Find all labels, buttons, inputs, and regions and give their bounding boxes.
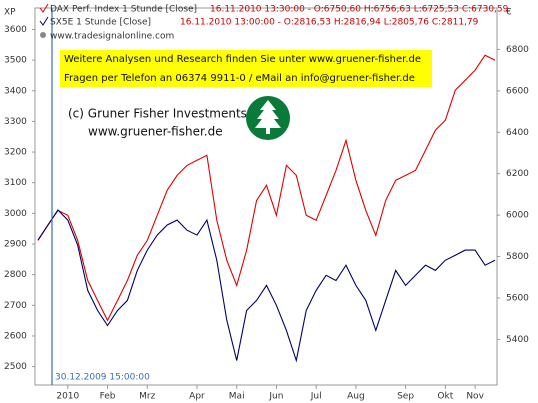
series-line bbox=[37, 209, 496, 363]
y-tick-label: 2900 bbox=[4, 240, 27, 250]
banner-text: Weitere Analysen und Research finden Sie… bbox=[64, 54, 421, 65]
y-tick-label: 3600 bbox=[4, 25, 27, 35]
source-icon bbox=[40, 32, 46, 38]
x-tick-label: Mrz bbox=[139, 392, 155, 402]
x-tick-label: Jul bbox=[310, 392, 322, 402]
x-tick-label: 2010 bbox=[56, 392, 79, 402]
y-tick-label: 3400 bbox=[4, 86, 27, 96]
cursor-label: 30.12.2009 15:00:00 bbox=[55, 373, 150, 383]
x-tick-label: Jun bbox=[268, 392, 283, 402]
legend-info: 16.11.2010 13:30:00 - O:6750,60 H:6756,6… bbox=[210, 5, 509, 15]
y2-tick-label: 6000 bbox=[506, 211, 529, 221]
x-tick-label: Nov bbox=[466, 392, 484, 402]
corner-right: € bbox=[506, 8, 512, 18]
legend-entry: DAX Perf. Index 1 Stunde [Close] bbox=[50, 5, 197, 15]
copyright: (c) Gruner Fisher Investments bbox=[68, 107, 247, 121]
logo bbox=[246, 96, 290, 140]
x-tick-label: Apr bbox=[189, 392, 205, 402]
y-tick-label: 2700 bbox=[4, 301, 27, 311]
x-tick-label: Aug bbox=[347, 392, 365, 402]
x-tick-label: Mai bbox=[229, 392, 245, 402]
legend-entry: SX5E 1 Stunde [Close] bbox=[50, 18, 151, 28]
x-tick-label: Okt bbox=[437, 392, 453, 402]
y-tick-label: 3300 bbox=[4, 117, 27, 127]
y2-tick-label: 5600 bbox=[506, 294, 529, 304]
y-tick-label: 3100 bbox=[4, 178, 27, 188]
legend-icon bbox=[39, 16, 49, 26]
source: www.tradesignalonline.com bbox=[50, 32, 174, 42]
y-tick-label: 2600 bbox=[4, 331, 27, 341]
plot-frame bbox=[34, 7, 498, 386]
x-tick-label: Sep bbox=[397, 392, 414, 402]
y2-tick-label: 6200 bbox=[506, 169, 529, 179]
y-tick-label: 2500 bbox=[4, 362, 27, 372]
y2-tick-label: 5400 bbox=[506, 335, 529, 345]
legend-icon bbox=[39, 3, 49, 13]
y-tick-label: 3500 bbox=[4, 56, 27, 66]
y2-tick-label: 5800 bbox=[506, 252, 529, 262]
copyright-url: www.gruener-fisher.de bbox=[88, 125, 223, 139]
banner-text: Fragen per Telefon an 06374 9911-0 / eMa… bbox=[64, 73, 415, 84]
y2-tick-label: 6800 bbox=[506, 45, 529, 55]
y-tick-label: 2800 bbox=[4, 270, 27, 280]
y2-tick-label: 6600 bbox=[506, 86, 529, 96]
banner bbox=[60, 50, 432, 87]
legend-info: 16.11.2010 13:00:00 - O:2816,53 H:2816,9… bbox=[180, 18, 479, 28]
x-tick-label: Feb bbox=[100, 392, 116, 402]
y-tick-label: 3000 bbox=[4, 209, 27, 219]
series-line bbox=[37, 54, 496, 322]
y-tick-label: 3200 bbox=[4, 148, 27, 158]
corner-left: XP bbox=[4, 8, 16, 18]
y2-tick-label: 6400 bbox=[506, 128, 529, 138]
